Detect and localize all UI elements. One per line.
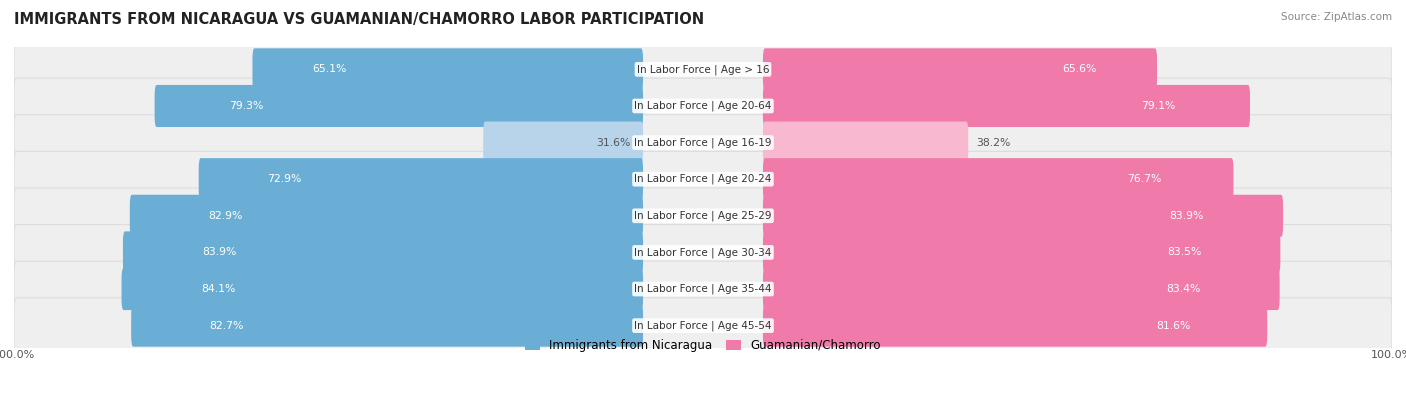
Text: 84.1%: 84.1% bbox=[201, 284, 236, 294]
FancyBboxPatch shape bbox=[122, 231, 643, 273]
Text: In Labor Force | Age 30-34: In Labor Force | Age 30-34 bbox=[634, 247, 772, 258]
Text: 79.3%: 79.3% bbox=[229, 101, 264, 111]
Text: 82.7%: 82.7% bbox=[209, 321, 243, 331]
Text: In Labor Force | Age 20-24: In Labor Force | Age 20-24 bbox=[634, 174, 772, 184]
FancyBboxPatch shape bbox=[121, 268, 643, 310]
FancyBboxPatch shape bbox=[763, 158, 1233, 200]
FancyBboxPatch shape bbox=[198, 158, 643, 200]
Text: 83.4%: 83.4% bbox=[1167, 284, 1201, 294]
Legend: Immigrants from Nicaragua, Guamanian/Chamorro: Immigrants from Nicaragua, Guamanian/Cha… bbox=[520, 334, 886, 357]
FancyBboxPatch shape bbox=[14, 41, 1392, 97]
Text: In Labor Force | Age > 16: In Labor Force | Age > 16 bbox=[637, 64, 769, 75]
Text: 81.6%: 81.6% bbox=[1156, 321, 1189, 331]
FancyBboxPatch shape bbox=[129, 195, 643, 237]
Text: Source: ZipAtlas.com: Source: ZipAtlas.com bbox=[1281, 12, 1392, 22]
FancyBboxPatch shape bbox=[14, 225, 1392, 280]
Text: IMMIGRANTS FROM NICARAGUA VS GUAMANIAN/CHAMORRO LABOR PARTICIPATION: IMMIGRANTS FROM NICARAGUA VS GUAMANIAN/C… bbox=[14, 12, 704, 27]
Text: In Labor Force | Age 16-19: In Labor Force | Age 16-19 bbox=[634, 137, 772, 148]
Text: In Labor Force | Age 35-44: In Labor Force | Age 35-44 bbox=[634, 284, 772, 294]
FancyBboxPatch shape bbox=[763, 231, 1281, 273]
Text: 31.6%: 31.6% bbox=[596, 137, 631, 148]
Text: In Labor Force | Age 20-64: In Labor Force | Age 20-64 bbox=[634, 101, 772, 111]
FancyBboxPatch shape bbox=[14, 115, 1392, 170]
FancyBboxPatch shape bbox=[763, 195, 1284, 237]
FancyBboxPatch shape bbox=[484, 122, 643, 164]
FancyBboxPatch shape bbox=[155, 85, 643, 127]
FancyBboxPatch shape bbox=[763, 305, 1267, 347]
Text: In Labor Force | Age 25-29: In Labor Force | Age 25-29 bbox=[634, 211, 772, 221]
Text: 65.6%: 65.6% bbox=[1062, 64, 1097, 74]
Text: 83.5%: 83.5% bbox=[1167, 247, 1201, 258]
Text: 82.9%: 82.9% bbox=[208, 211, 243, 221]
FancyBboxPatch shape bbox=[14, 188, 1392, 244]
FancyBboxPatch shape bbox=[253, 48, 643, 90]
FancyBboxPatch shape bbox=[763, 48, 1157, 90]
FancyBboxPatch shape bbox=[763, 268, 1279, 310]
FancyBboxPatch shape bbox=[763, 122, 969, 164]
FancyBboxPatch shape bbox=[763, 85, 1250, 127]
Text: 76.7%: 76.7% bbox=[1128, 174, 1161, 184]
FancyBboxPatch shape bbox=[14, 261, 1392, 317]
Text: 72.9%: 72.9% bbox=[267, 174, 301, 184]
Text: 83.9%: 83.9% bbox=[1170, 211, 1204, 221]
Text: 83.9%: 83.9% bbox=[202, 247, 236, 258]
FancyBboxPatch shape bbox=[14, 78, 1392, 134]
FancyBboxPatch shape bbox=[14, 298, 1392, 354]
Text: 79.1%: 79.1% bbox=[1142, 101, 1175, 111]
Text: 65.1%: 65.1% bbox=[312, 64, 347, 74]
FancyBboxPatch shape bbox=[14, 151, 1392, 207]
Text: In Labor Force | Age 45-54: In Labor Force | Age 45-54 bbox=[634, 320, 772, 331]
Text: 38.2%: 38.2% bbox=[977, 137, 1011, 148]
FancyBboxPatch shape bbox=[131, 305, 643, 347]
